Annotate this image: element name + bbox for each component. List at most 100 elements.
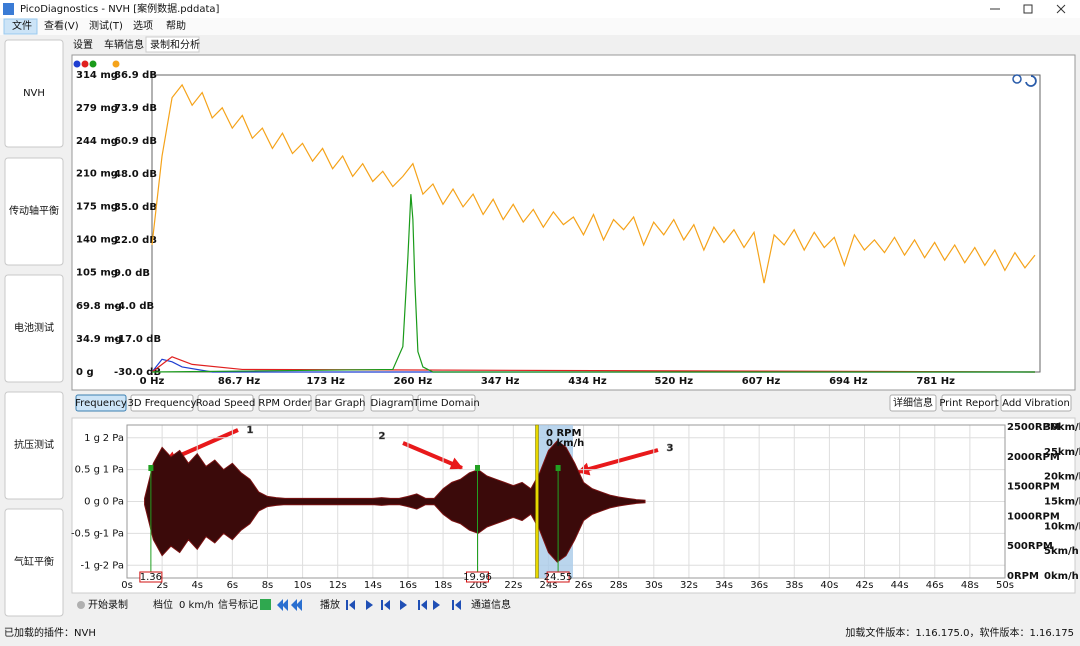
sidebar-label: 抗压测试: [14, 438, 54, 451]
x-tick-label: 32s: [680, 580, 698, 591]
marker-label: 19.96: [463, 572, 492, 583]
menu-item[interactable]: 选项: [133, 19, 153, 32]
window-title: PicoDiagnostics - NVH [案例数据.pddata]: [20, 2, 220, 15]
x-tick-label: 24s: [539, 580, 557, 591]
rpm-tick-label: 1000RPM: [1007, 511, 1060, 522]
report-button-label: Add Vibration: [1002, 398, 1070, 409]
cursor-speed: 0 km/h: [546, 438, 584, 449]
view-button[interactable]: [130, 394, 194, 412]
sidebar-label: 电池测试: [14, 321, 54, 334]
view-button[interactable]: [417, 394, 476, 412]
waveform-area: [144, 440, 646, 563]
kmh-tick-label: 30km/h: [1044, 422, 1080, 433]
nav-icon[interactable]: [277, 599, 288, 611]
playback-icon[interactable]: [418, 600, 427, 610]
sidebar-button[interactable]: [4, 39, 64, 148]
spectrum-line: [151, 358, 1035, 373]
playback-icon[interactable]: [381, 600, 390, 610]
window-controls[interactable]: [990, 4, 1066, 14]
menu-item[interactable]: 文件: [12, 19, 32, 32]
x-tick-label: 607 Hz: [742, 376, 781, 387]
annotation-number: 2: [379, 431, 386, 442]
playback-icon[interactable]: [366, 600, 373, 610]
y-tick-label: -1 g: [81, 560, 101, 571]
sidebar-button[interactable]: [4, 157, 64, 266]
sidebar-label: NVH: [23, 88, 45, 99]
report-button[interactable]: [1000, 394, 1072, 412]
sidebar-button[interactable]: [4, 274, 64, 383]
rpm-tick-label: 0RPM: [1007, 571, 1039, 582]
x-tick-label: 28s: [610, 580, 628, 591]
view-button[interactable]: [258, 394, 312, 412]
y2-tick-label: 105 mg: [76, 268, 118, 279]
y-tick-label: 35.0 dB: [114, 202, 157, 213]
playback-cursor[interactable]: [535, 424, 539, 579]
channel-info[interactable]: 通道信息: [471, 598, 511, 611]
zoom-tools[interactable]: [1012, 74, 1037, 87]
x-tick-label: 694 Hz: [829, 376, 868, 387]
y2-tick-label: 175 mg: [76, 201, 118, 212]
y-tick-label: 0.5 g: [75, 465, 100, 476]
view-button[interactable]: [197, 394, 254, 412]
playback-icon[interactable]: [452, 600, 461, 610]
tab[interactable]: 车辆信息: [104, 38, 144, 51]
legend-dot: [112, 60, 120, 68]
playback-icon[interactable]: [433, 600, 440, 610]
marker-label: 24.55: [544, 572, 573, 583]
signal-marker-icon[interactable]: [260, 599, 271, 610]
gear-label: 档位: [153, 598, 173, 611]
view-button-label: 3D Frequency: [128, 398, 197, 409]
marker-box: [465, 571, 489, 583]
marker-box: [139, 571, 163, 583]
view-button[interactable]: [315, 394, 365, 412]
y-tick-label: 73.9 dB: [114, 103, 157, 114]
rpm-tick-label: 1500RPM: [1007, 482, 1060, 493]
title-bar: [0, 0, 1080, 18]
nav-icon[interactable]: [291, 599, 302, 611]
record-button[interactable]: 开始录制: [88, 598, 128, 611]
legend-dot: [73, 60, 81, 68]
menu-item[interactable]: 查看(V): [44, 19, 79, 32]
x-tick-label: 26s: [575, 580, 593, 591]
x-tick-label: 6s: [227, 580, 239, 591]
x-tick-label: 781 Hz: [916, 376, 955, 387]
y-tick-label: 60.9 dB: [114, 136, 157, 147]
speed-value: 0 km/h: [179, 600, 214, 611]
sidebar-button[interactable]: [4, 391, 64, 500]
playback-icon[interactable]: [346, 600, 355, 610]
tab[interactable]: 设置: [73, 39, 93, 51]
pa-tick-label: 1 Pa: [103, 465, 124, 476]
report-button[interactable]: [941, 394, 997, 412]
report-button[interactable]: [889, 394, 937, 412]
view-button[interactable]: [75, 394, 127, 412]
y2-tick-label: 279 mg: [76, 103, 118, 114]
x-tick-label: 16s: [399, 580, 417, 591]
x-tick-label: 434 Hz: [568, 376, 607, 387]
x-tick-label: 4s: [191, 580, 203, 591]
pa-tick-label: -2 Pa: [99, 560, 124, 571]
tab[interactable]: 录制和分析: [150, 38, 200, 51]
menu-item[interactable]: 测试(T): [89, 19, 123, 32]
x-tick-label: 86.7 Hz: [218, 376, 261, 387]
sidebar-button[interactable]: [4, 508, 64, 617]
y-tick-label: -0.5 g: [71, 528, 100, 539]
x-tick-label: 34s: [715, 580, 733, 591]
kmh-tick-label: 20km/h: [1044, 472, 1080, 483]
menu-item[interactable]: 帮助: [166, 19, 186, 32]
rpm-tick-label: 500RPM: [1007, 541, 1053, 552]
pa-tick-label: 2 Pa: [103, 433, 124, 444]
view-button[interactable]: [370, 394, 414, 412]
x-tick-label: 20s: [469, 580, 487, 591]
y-tick-label: 86.9 dB: [114, 70, 157, 81]
spectrum-panel: [71, 54, 1076, 391]
y-tick-label: 1 g: [84, 433, 100, 444]
signal-label: 信号标记: [218, 599, 258, 611]
report-button-label: 详细信息: [893, 396, 933, 409]
x-tick-label: 50s: [996, 580, 1014, 591]
y2-tick-label: 69.8 mg: [76, 301, 122, 312]
app-icon: [3, 3, 14, 15]
x-tick-label: 38s: [785, 580, 803, 591]
playback-icon[interactable]: [400, 600, 407, 610]
